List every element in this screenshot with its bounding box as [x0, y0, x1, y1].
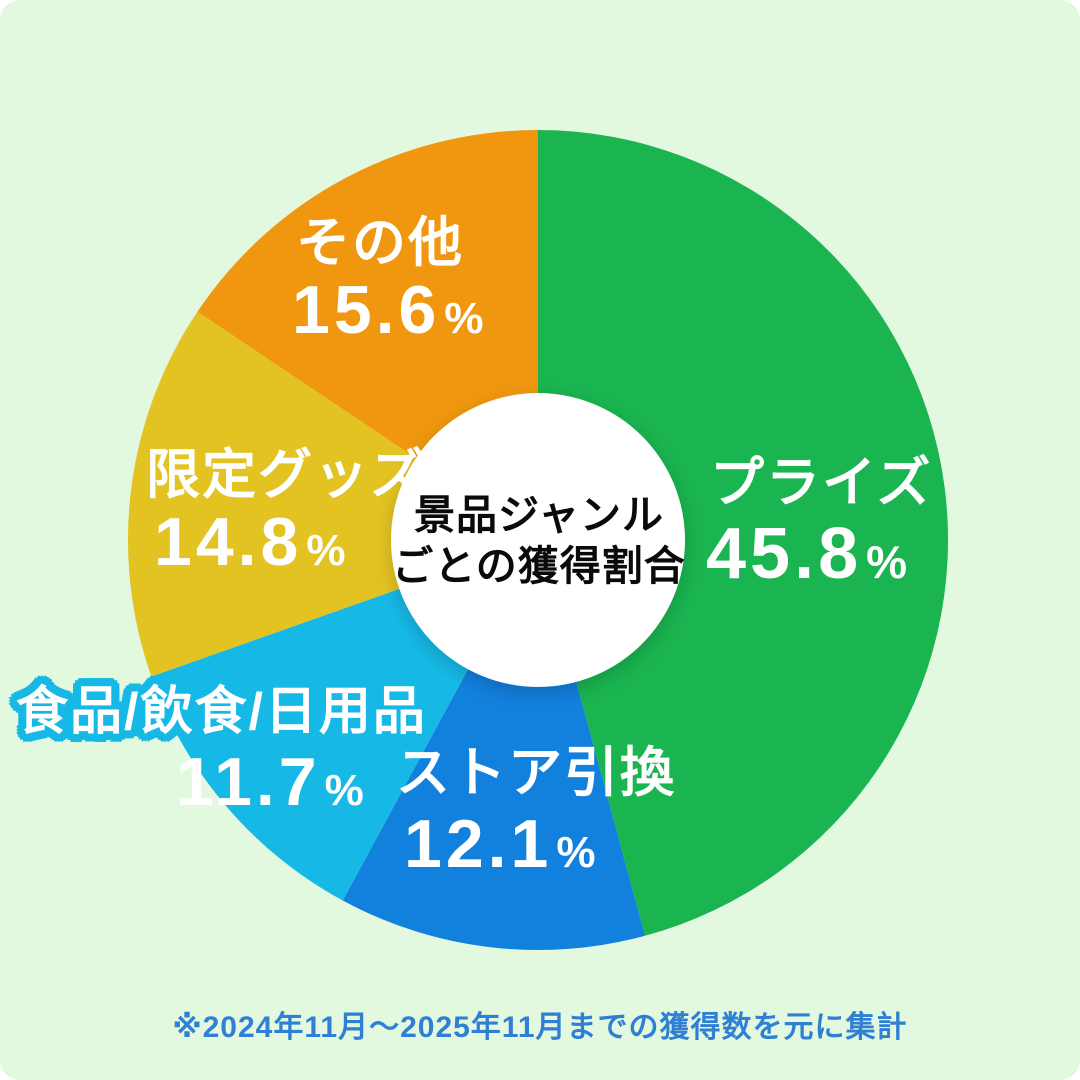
- segment-label-prize: プライズ: [710, 453, 933, 513]
- percent-symbol: %: [306, 526, 346, 575]
- pie-slice-0: [538, 130, 949, 936]
- segment-value-store-exchange: 12.1%: [404, 810, 595, 878]
- footnote: ※2024年11月〜2025年11月までの獲得数を元に集計: [172, 1011, 908, 1044]
- segment-label-store-exchange: ストア引換: [396, 743, 676, 803]
- segment-percent-prize: 45.8: [706, 514, 863, 594]
- segment-value-prize: 45.8%: [706, 518, 907, 590]
- segment-value-other: 15.6%: [292, 276, 483, 344]
- chart-title-line2: ごとの獲得割合: [392, 543, 686, 590]
- segment-percent-limited-goods: 14.8: [154, 504, 303, 580]
- segment-value-food-daily: 11.7%: [176, 748, 364, 816]
- segment-percent-other: 15.6: [292, 272, 441, 348]
- segment-percent-food-daily: 11.7: [176, 744, 321, 820]
- pie-slice-1: [342, 540, 645, 951]
- chart-title: 景品ジャンル ごとの獲得割合: [357, 490, 721, 593]
- percent-symbol: %: [866, 536, 908, 588]
- segment-label-limited-goods: 限定グッズ: [146, 445, 426, 505]
- segment-label-food-daily: 食品/飲食/日用品: [16, 683, 427, 741]
- pie-center-circle: [391, 393, 685, 687]
- segment-value-limited-goods: 14.8%: [154, 508, 345, 576]
- pie-slice-3: [127, 311, 538, 677]
- percent-symbol: %: [324, 766, 364, 815]
- chart-title-line1: 景品ジャンル: [414, 492, 664, 538]
- percent-symbol: %: [556, 828, 596, 877]
- percent-symbol: %: [444, 294, 484, 343]
- segment-label-other: その他: [296, 213, 464, 273]
- segment-percent-store-exchange: 12.1: [404, 806, 553, 882]
